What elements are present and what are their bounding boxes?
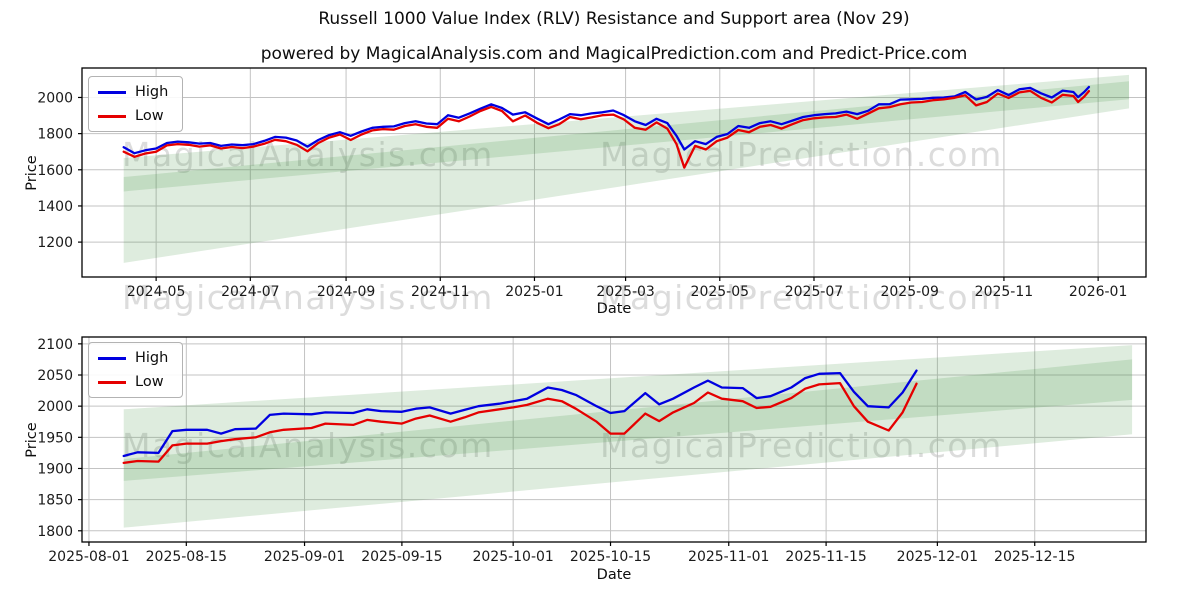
- legend-entry-high: High: [98, 350, 168, 366]
- x-tick-label: 2025-08-01: [48, 549, 129, 565]
- low-line: [122, 381, 918, 465]
- y-tick-label: 2000: [37, 399, 73, 415]
- low-line-swatch-icon: [98, 380, 126, 384]
- legend-label-low: Low: [135, 374, 164, 390]
- x-axis-label-top: Date: [596, 301, 632, 317]
- y-tick-label: 1800: [37, 127, 73, 143]
- legend-entry-low: Low: [98, 108, 168, 124]
- y-tick-label: 1950: [37, 430, 73, 446]
- x-tick-label: 2026-01: [1069, 284, 1128, 300]
- legend-entry-high: High: [98, 84, 168, 100]
- x-tick-label: 2025-09-01: [264, 549, 345, 565]
- y-tick-label: 1850: [37, 493, 73, 509]
- legend-label-high: High: [135, 350, 169, 366]
- y-tick-label: 2000: [37, 90, 73, 106]
- x-tick-label: 2025-11-01: [688, 549, 769, 565]
- x-tick-label: 2025-08-15: [146, 549, 227, 565]
- x-axis-label-bottom: Date: [596, 567, 632, 583]
- y-tick-label: 1900: [37, 461, 73, 477]
- x-tick-label: 2025-01: [505, 284, 564, 300]
- x-tick-label: 2025-10-15: [570, 549, 651, 565]
- high-line: [122, 85, 1091, 155]
- legend-entry-low: Low: [98, 374, 168, 390]
- chart-1: 2025-08-01 2025-08-15 2025-09-01 2025-09-15…: [37, 336, 1147, 565]
- plot-frame: [81, 67, 1147, 278]
- legend-label-high: High: [135, 84, 169, 100]
- x-tick-label: 2025-07: [785, 284, 844, 300]
- support-band: [123, 359, 1133, 528]
- y-tick-label: 1200: [37, 235, 73, 251]
- legend-label-low: Low: [135, 108, 164, 124]
- high-line-swatch-icon: [98, 90, 126, 94]
- high-line-swatch-icon: [98, 356, 126, 360]
- watermark-text: MagicalPrediction.com: [600, 278, 1003, 317]
- low-line-swatch-icon: [98, 114, 126, 118]
- watermark-text: MagicalPrediction.com: [600, 135, 1003, 174]
- y-tick-label: 1600: [37, 163, 73, 179]
- watermark-text: MagicalPrediction.com: [600, 426, 1003, 465]
- legend-bottom-chart: High Low: [88, 342, 184, 398]
- figure-subtitle: powered by MagicalAnalysis.com and Magic…: [260, 44, 968, 64]
- y-axis-label-top: Price: [24, 155, 40, 191]
- x-tick-label: 2025-12-01: [897, 549, 978, 565]
- x-tick-label: 2025-10-01: [472, 549, 553, 565]
- x-tick-label: 2025-11-15: [785, 549, 866, 565]
- x-tick-label: 2024-07: [221, 284, 280, 300]
- plot-frame: [81, 336, 1147, 543]
- x-tick-label: 2025-09: [880, 284, 939, 300]
- x-tick-label: 2024-11: [411, 284, 470, 300]
- y-axis-label-bottom: Price: [24, 422, 40, 458]
- x-tick-label: 2025-09-15: [361, 549, 442, 565]
- high-line: [122, 369, 918, 458]
- y-tick-label: 2100: [37, 337, 73, 353]
- resistance-band: [123, 345, 1133, 481]
- x-tick-label: 2025-11: [975, 284, 1034, 300]
- y-tick-label: 1400: [37, 199, 73, 215]
- y-tick-label: 2050: [37, 368, 73, 384]
- chart-0: 2024-05 2024-07 2024-09 2024-11 2025-01 2025-…: [37, 67, 1147, 300]
- support-band: [123, 81, 1130, 263]
- x-tick-label: 2024-09: [317, 284, 376, 300]
- watermark-text: MagicalAnalysis.com: [122, 278, 494, 317]
- x-tick-label: 2025-05: [691, 284, 750, 300]
- legend-top-chart: High Low: [88, 76, 184, 132]
- x-tick-label: 2024-05: [127, 284, 186, 300]
- figure-title: Russell 1000 Value Index (RLV) Resistanc…: [318, 9, 910, 29]
- y-tick-label: 1800: [37, 524, 73, 540]
- low-line: [122, 89, 1091, 169]
- watermark-text: MagicalAnalysis.com: [122, 426, 494, 465]
- x-tick-label: 2025-12-15: [994, 549, 1075, 565]
- x-tick-label: 2025-03: [596, 284, 655, 300]
